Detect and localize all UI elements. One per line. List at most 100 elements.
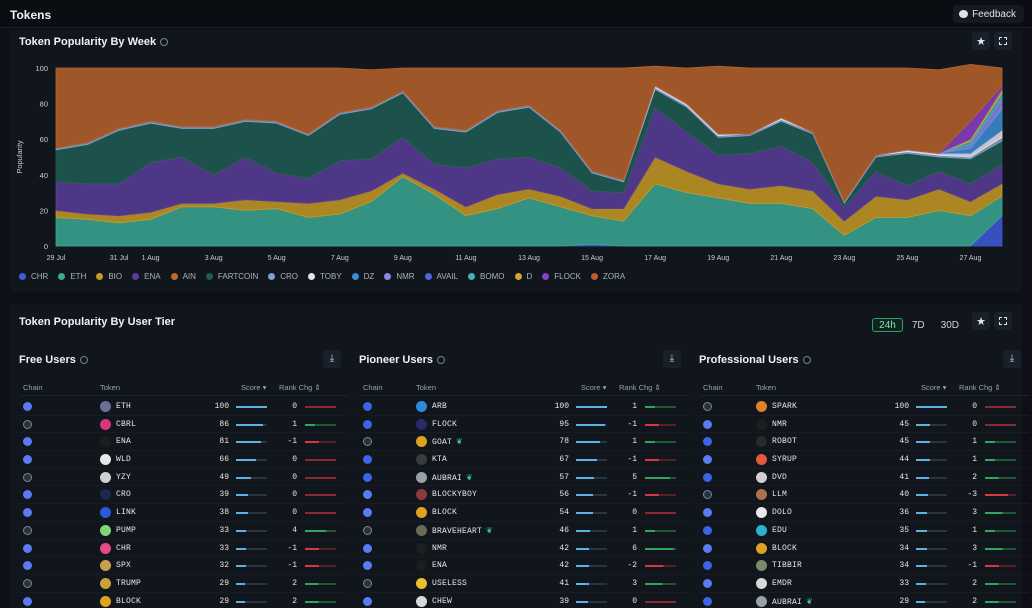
table-row[interactable]: CHEW 39 0	[359, 593, 689, 608]
tier-fullscreen-button[interactable]	[994, 312, 1012, 330]
column-header-score[interactable]: Score ▾	[241, 383, 267, 392]
table-row[interactable]: AUBRAI ❦ 57 5	[359, 469, 689, 487]
table-row[interactable]: DOLO 36 3	[699, 504, 1029, 522]
table-row[interactable]: BRAVEHEART ❦ 46 1	[359, 522, 689, 540]
table-row[interactable]: ARB 100 1	[359, 398, 689, 416]
table-row[interactable]: SPARK 100 0	[699, 398, 1029, 416]
token-name[interactable]: YZY	[116, 472, 132, 482]
token-name[interactable]: LINK	[116, 508, 137, 518]
info-icon[interactable]	[160, 38, 169, 46]
table-row[interactable]: ETH 100 0	[19, 398, 349, 416]
table-row[interactable]: FLOCK 95 -1	[359, 416, 689, 434]
legend-item-d[interactable]: D	[514, 272, 532, 281]
token-name[interactable]: ENA	[116, 437, 132, 447]
table-row[interactable]: SPX 32 -1	[19, 557, 349, 575]
token-name[interactable]: SYRUP	[772, 455, 798, 465]
token-name[interactable]: LLM	[772, 490, 788, 500]
legend-item-fartcoin[interactable]: FARTCOIN	[205, 272, 258, 281]
table-row[interactable]: EDU 35 1	[699, 522, 1029, 540]
legend-item-cro[interactable]: CRO	[268, 272, 298, 281]
token-name[interactable]: USELESS	[432, 578, 468, 588]
token-name[interactable]: SPX	[116, 561, 132, 571]
table-row[interactable]: DVD 41 2	[699, 469, 1029, 487]
legend-item-toby[interactable]: TOBY	[308, 272, 342, 281]
table-row[interactable]: USELESS 41 3	[359, 575, 689, 593]
token-name[interactable]: BLOCKYBOY	[432, 490, 478, 500]
token-name[interactable]: DOLO	[772, 508, 793, 518]
token-name[interactable]: GOAT ❦	[432, 438, 463, 448]
feedback-button[interactable]: Feedback	[953, 5, 1024, 23]
info-icon[interactable]	[436, 356, 445, 364]
legend-item-nmr[interactable]: NMR	[384, 272, 415, 281]
token-name[interactable]: CBRL	[116, 419, 137, 429]
column-header-chain[interactable]: Chain	[23, 383, 43, 392]
table-row[interactable]: TRUMP 29 2	[19, 575, 349, 593]
column-header-rank-change[interactable]: Rank Chg ⇕	[619, 383, 661, 392]
token-name[interactable]: EMDR	[772, 578, 793, 588]
info-icon[interactable]	[802, 356, 811, 364]
token-name[interactable]: NMR	[772, 419, 788, 429]
legend-item-bio[interactable]: BIO	[96, 272, 122, 281]
token-name[interactable]: DVD	[772, 472, 788, 482]
column-header-rank-change[interactable]: Rank Chg ⇕	[279, 383, 321, 392]
token-name[interactable]: TRUMP	[116, 578, 142, 588]
token-name[interactable]: BLOCK	[432, 508, 458, 518]
column-header-score[interactable]: Score ▾	[921, 383, 947, 392]
legend-item-chr[interactable]: CHR	[19, 272, 48, 281]
column-header-token[interactable]: Token	[756, 383, 777, 392]
table-row[interactable]: AUBRAI ❦ 29 2	[699, 593, 1029, 608]
table-row[interactable]: ROBOT 45 1	[699, 433, 1029, 452]
token-name[interactable]: AUBRAI ❦	[772, 597, 813, 607]
column-header-chain[interactable]: Chain	[703, 383, 723, 392]
token-name[interactable]: CHEW	[432, 596, 453, 606]
table-row[interactable]: ENA 42 -2	[359, 557, 689, 575]
table-row[interactable]: EMDR 33 2	[699, 575, 1029, 593]
token-name[interactable]: CRO	[116, 490, 132, 500]
table-row[interactable]: PUMP 33 4	[19, 522, 349, 540]
tier-favorite-star-button[interactable]: ★	[972, 312, 990, 330]
token-name[interactable]: SPARK	[772, 402, 798, 411]
table-row[interactable]: NMR 45 0	[699, 416, 1029, 434]
token-name[interactable]: TIBBIR	[772, 561, 803, 571]
range-tab-7d[interactable]: 7D	[911, 320, 925, 331]
token-name[interactable]: CHR	[116, 543, 132, 553]
legend-item-bomo[interactable]: BOMO	[468, 272, 505, 281]
token-name[interactable]: BLOCK	[116, 596, 142, 606]
table-row[interactable]: CRO 39 0	[19, 486, 349, 505]
table-row[interactable]: CBRL 86 1	[19, 416, 349, 434]
download-button[interactable]: ⤓	[1003, 350, 1021, 368]
column-header-score[interactable]: Score ▾	[581, 383, 607, 392]
token-name[interactable]: FLOCK	[432, 419, 458, 429]
token-name[interactable]: ENA	[432, 561, 448, 571]
table-row[interactable]: BLOCKYBOY 56 -1	[359, 486, 689, 505]
legend-item-ain[interactable]: AIN	[170, 272, 196, 281]
table-row[interactable]: BLOCK 54 0	[359, 504, 689, 522]
range-tab-24h[interactable]: 24h	[872, 318, 903, 332]
table-row[interactable]: SYRUP 44 1	[699, 451, 1029, 469]
token-name[interactable]: BLOCK	[772, 543, 798, 553]
column-header-token[interactable]: Token	[416, 383, 437, 392]
legend-item-eth[interactable]: ETH	[58, 272, 86, 281]
table-row[interactable]: LINK 38 0	[19, 504, 349, 522]
table-row[interactable]: TIBBIR 34 -1	[699, 557, 1029, 575]
legend-item-zora[interactable]: ZORA	[590, 272, 625, 281]
table-row[interactable]: NMR 42 6	[359, 540, 689, 558]
legend-item-ena[interactable]: ENA	[132, 272, 161, 281]
table-row[interactable]: ENA 81 -1	[19, 433, 349, 452]
token-name[interactable]: PUMP	[116, 525, 137, 535]
token-name[interactable]: ARB	[432, 402, 448, 411]
table-row[interactable]: WLD 66 0	[19, 451, 349, 469]
legend-item-flock[interactable]: FLOCK	[542, 272, 581, 281]
token-name[interactable]: AUBRAI ❦	[432, 473, 473, 483]
range-tab-30d[interactable]: 30D	[940, 320, 959, 331]
download-button[interactable]: ⤓	[663, 350, 681, 368]
download-button[interactable]: ⤓	[323, 350, 341, 368]
table-row[interactable]: GOAT ❦ 78 1	[359, 433, 689, 452]
favorite-star-button[interactable]: ★	[972, 32, 990, 50]
column-header-chain[interactable]: Chain	[363, 383, 383, 392]
table-row[interactable]: YZY 49 0	[19, 469, 349, 487]
column-header-rank-change[interactable]: Rank Chg ⇕	[959, 383, 1001, 392]
table-row[interactable]: CHR 33 -1	[19, 540, 349, 558]
token-name[interactable]: EDU	[772, 525, 788, 535]
table-row[interactable]: LLM 40 -3	[699, 486, 1029, 505]
